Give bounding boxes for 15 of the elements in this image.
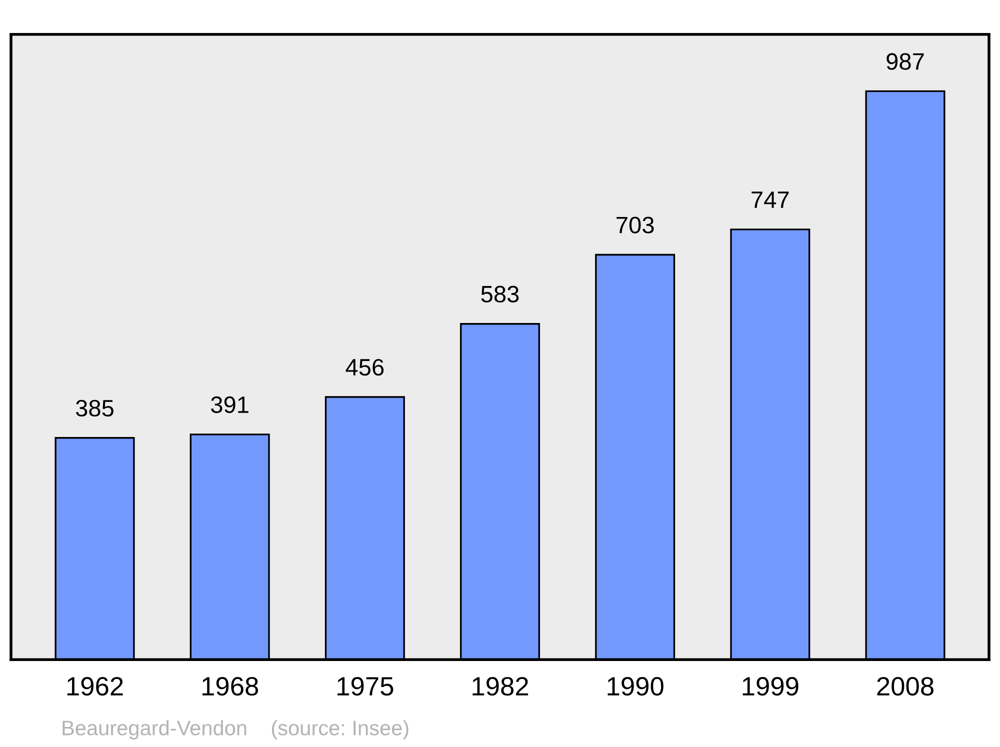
x-tick-label: 1982	[472, 676, 528, 696]
x-tick-label: 1962	[67, 676, 123, 696]
data-label: 987	[886, 53, 924, 70]
text: Beauregard-Vendon (source: Insee)	[62, 720, 408, 740]
data-label: 391	[211, 396, 248, 414]
x-tick-label: 1968	[202, 676, 258, 696]
data-label: 583	[481, 286, 519, 303]
data-label: 703	[616, 216, 654, 234]
x-tick-label: 1990	[608, 676, 664, 696]
x-tick-label: 1999	[742, 676, 798, 696]
data-label: 385	[76, 400, 114, 417]
x-tick-label: 2008	[877, 676, 934, 696]
data-label: 747	[752, 192, 789, 208]
data-label: 456	[346, 358, 384, 376]
x-tick-label: 1975	[338, 676, 394, 696]
